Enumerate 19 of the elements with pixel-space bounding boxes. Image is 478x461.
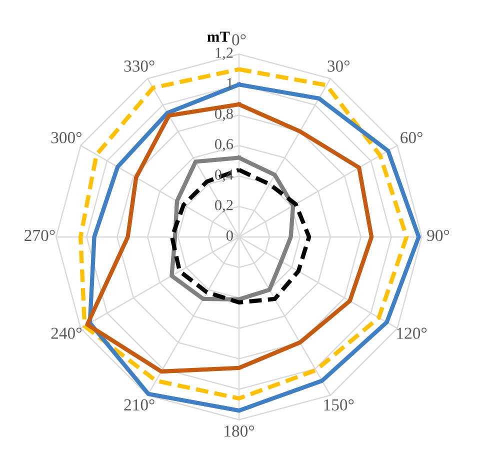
y-tick-label: 1	[227, 78, 233, 88]
y-tick-label: 0,2	[215, 200, 233, 212]
text: mT	[207, 32, 230, 42]
spoke-label: 150°	[324, 399, 354, 411]
spoke-label: 210°	[124, 399, 154, 411]
spoke-label: 330°	[124, 60, 154, 72]
spoke-label: 0°	[232, 34, 246, 46]
spoke-label: 120°	[397, 328, 427, 339]
spoke-label: 180°	[224, 425, 254, 437]
y-tick-label: 0,8	[215, 108, 233, 122]
y-tick-label: 0	[226, 230, 233, 241]
spoke-label: 90°	[427, 230, 450, 242]
spoke-label: 60°	[400, 132, 422, 144]
spoke-label: 270°	[24, 230, 55, 242]
y-tick-label: 0,6	[215, 139, 234, 152]
spoke-label: 30°	[328, 60, 350, 72]
y-tick-label: 1,2	[216, 48, 233, 60]
spoke-label: 240°	[51, 328, 82, 339]
spoke-label: 300°	[51, 132, 82, 144]
